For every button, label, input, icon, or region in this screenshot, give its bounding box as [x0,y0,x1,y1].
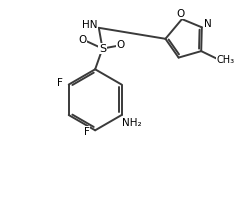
Text: HN: HN [82,20,97,30]
Text: NH₂: NH₂ [122,118,142,128]
Text: O: O [78,35,86,45]
Text: O: O [177,9,185,19]
Text: CH₃: CH₃ [216,55,235,65]
Text: S: S [99,43,106,54]
Text: F: F [84,127,90,136]
Text: N: N [204,19,212,29]
Text: O: O [116,40,124,50]
Text: F: F [57,78,63,88]
